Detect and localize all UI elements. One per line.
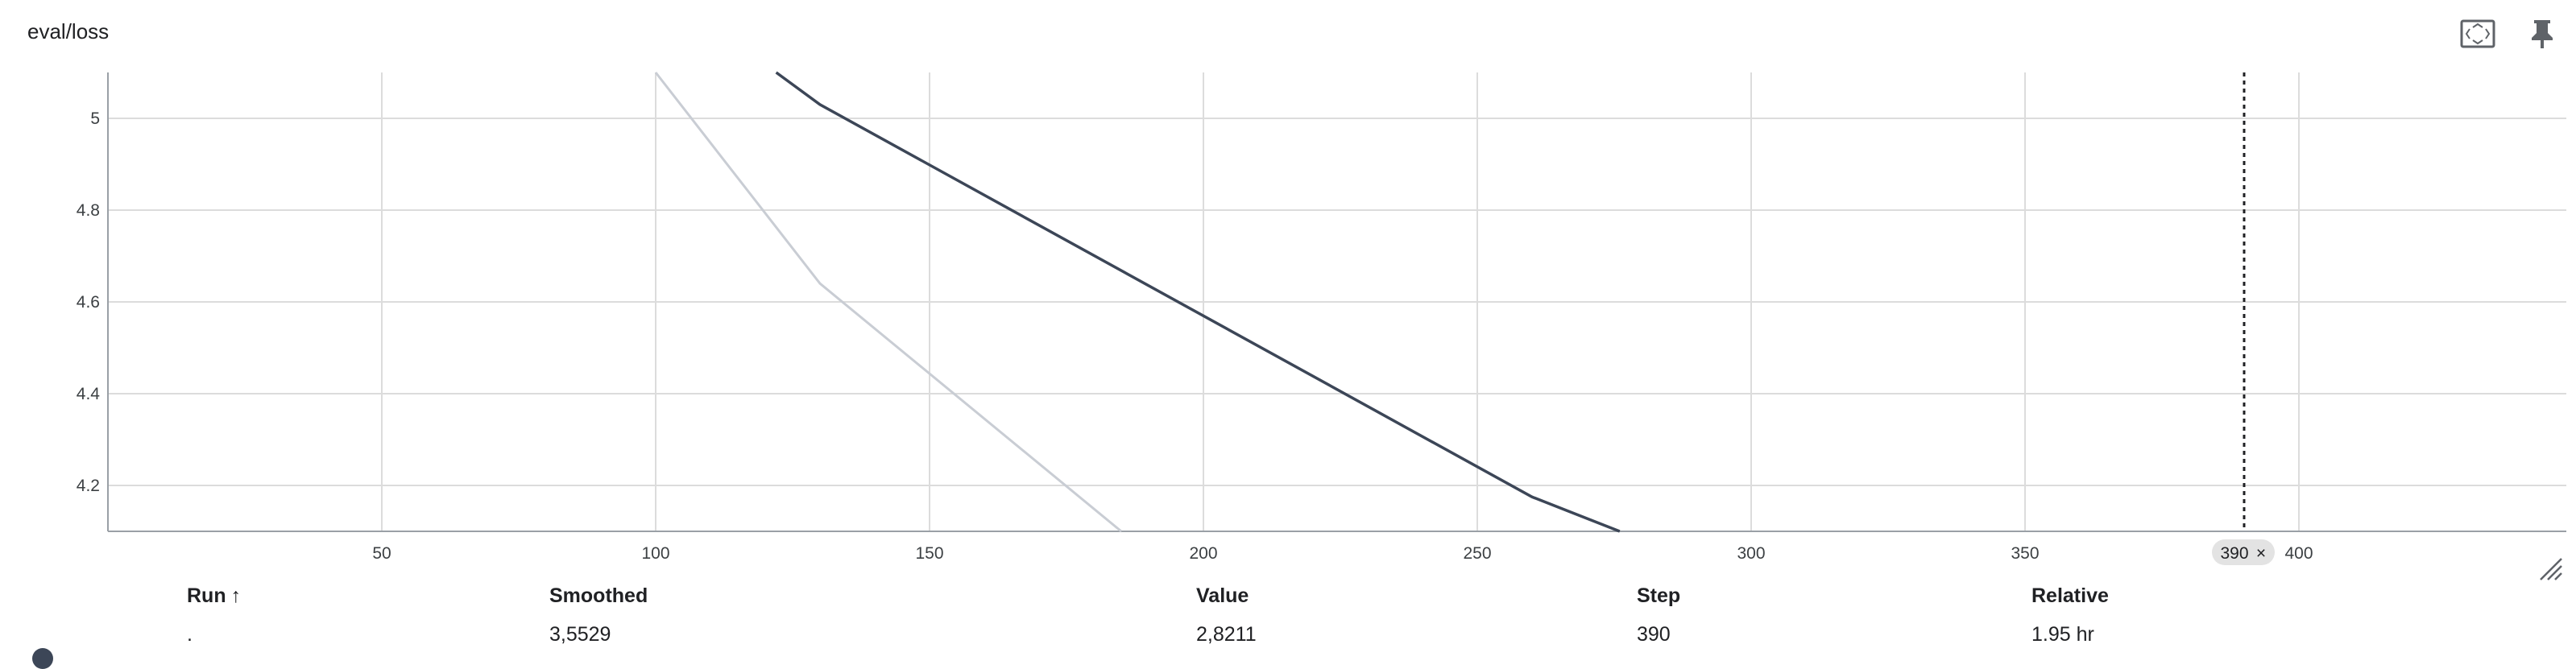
card-title: eval/loss xyxy=(27,19,110,43)
x-tick-label: 300 xyxy=(1737,544,1765,563)
y-tick-label: 4.4 xyxy=(77,385,101,403)
y-tick-label: 5 xyxy=(90,109,100,128)
series-line-raw xyxy=(654,72,1122,533)
y-tick-label: 4.6 xyxy=(77,293,100,312)
fit-domain-icon xyxy=(2460,19,2495,48)
x-tick-label: 400 xyxy=(2284,544,2313,563)
pin-button[interactable] xyxy=(2520,11,2565,56)
sort-ascending-icon: ↑ xyxy=(230,584,242,607)
column-header-step[interactable]: Step xyxy=(1637,584,1681,607)
x-tick-label: 100 xyxy=(641,544,669,563)
step-cursor[interactable]: 390 × xyxy=(2212,72,2275,565)
x-tick-label: 250 xyxy=(1463,544,1491,563)
x-tick-label: 150 xyxy=(915,544,943,563)
chart-ticks: 50 100 150 200 250 300 350 400 4.2 4.4 4.6 4.8 5 xyxy=(77,109,2313,563)
pin-icon xyxy=(2532,20,2553,48)
y-tick-label: 4.2 xyxy=(77,477,100,495)
value-cell: 2,8211 xyxy=(1196,623,1257,646)
run-color-swatch xyxy=(32,648,53,669)
chart-grid xyxy=(108,72,2566,531)
fit-domain-button[interactable] xyxy=(2455,11,2500,56)
step-cursor-label xyxy=(2212,539,2275,565)
x-tick-label: 350 xyxy=(2011,544,2039,563)
resize-icon xyxy=(2540,558,2562,580)
chart-axes xyxy=(107,72,2566,532)
column-header-smoothed[interactable]: Smoothed xyxy=(549,584,648,607)
column-header-value[interactable]: Value xyxy=(1196,584,1249,607)
column-header-relative[interactable]: Relative xyxy=(2031,584,2109,607)
x-tick-label: 50 xyxy=(372,544,391,563)
close-icon[interactable]: × xyxy=(2256,544,2266,563)
x-tick-label: 200 xyxy=(1189,544,1217,563)
series-line-smoothed xyxy=(775,71,1621,533)
line-chart[interactable]: 50 100 150 200 250 300 350 400 4.2 4.4 4.6 4.8 5 390… xyxy=(0,64,2576,572)
column-header-run[interactable]: Run ↑ xyxy=(187,584,242,607)
smoothed-value-cell: 3,5529 xyxy=(549,623,611,646)
relative-time-cell: 1.95 hr xyxy=(2031,623,2094,646)
y-tick-label: 4.8 xyxy=(77,201,100,220)
run-name-cell: . xyxy=(187,623,193,646)
chart-series xyxy=(654,71,1621,533)
step-cursor-value: 390 xyxy=(2220,544,2248,563)
step-cell: 390 xyxy=(1637,623,1671,646)
resize-handle[interactable] xyxy=(2536,554,2563,581)
